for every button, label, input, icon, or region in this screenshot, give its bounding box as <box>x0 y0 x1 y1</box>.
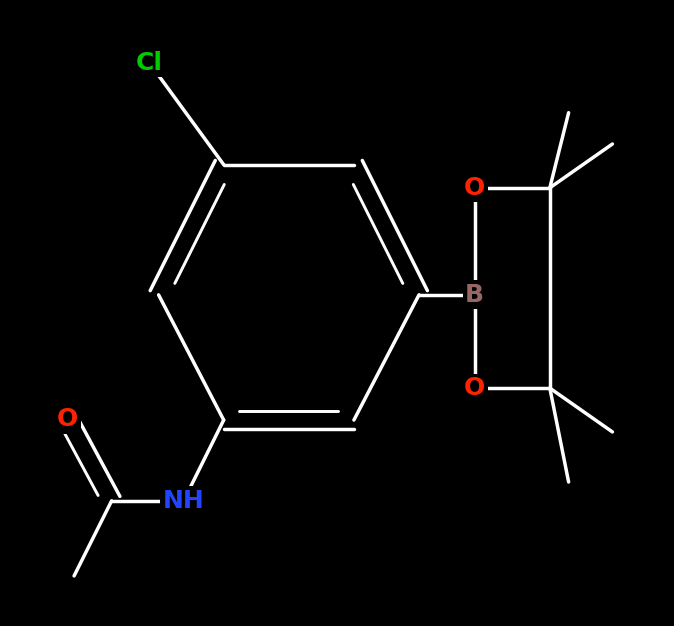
Text: O: O <box>57 408 78 431</box>
Text: NH: NH <box>162 489 204 513</box>
Text: O: O <box>464 376 485 400</box>
Text: O: O <box>464 376 485 400</box>
Text: O: O <box>57 408 78 431</box>
Text: Cl: Cl <box>135 51 162 74</box>
Text: B: B <box>465 283 484 307</box>
Text: B: B <box>465 283 484 307</box>
Text: O: O <box>464 176 485 200</box>
Text: NH: NH <box>162 489 204 513</box>
Text: O: O <box>464 176 485 200</box>
Text: Cl: Cl <box>135 51 162 74</box>
